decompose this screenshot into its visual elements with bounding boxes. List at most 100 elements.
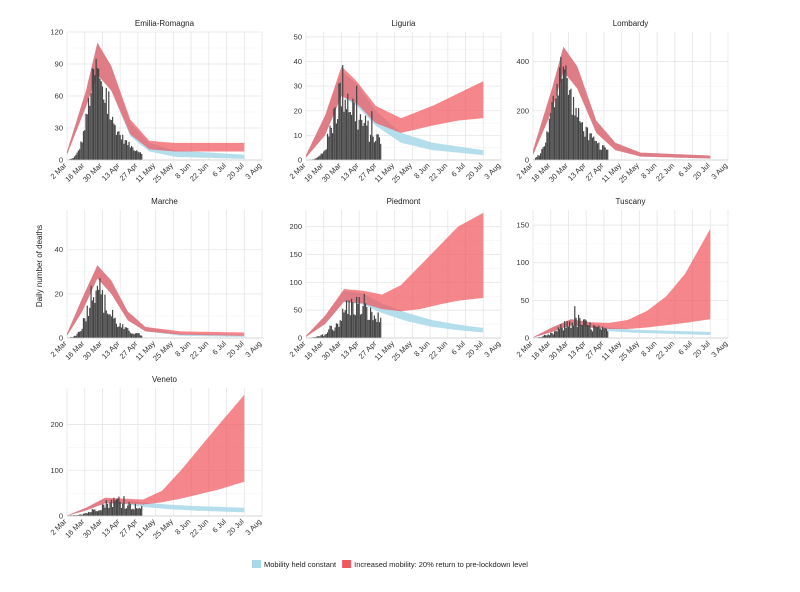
bar: [600, 329, 602, 338]
y-tick-label: 100: [289, 278, 302, 287]
bar: [574, 115, 576, 160]
bar: [90, 93, 92, 160]
bar: [70, 337, 72, 338]
bar: [133, 150, 135, 160]
bar: [369, 134, 372, 160]
bar: [132, 147, 134, 160]
bar: [558, 329, 561, 338]
y-tick-label: 50: [294, 306, 302, 315]
bar: [117, 498, 119, 516]
bar: [345, 109, 348, 160]
x-tick-label: 22 Jun: [427, 161, 449, 183]
bar: [579, 121, 581, 160]
bar: [359, 314, 362, 338]
x-tick-label: 25 May: [151, 517, 175, 541]
bar: [557, 327, 559, 338]
x-tick-label: 25 May: [151, 339, 175, 363]
bar: [133, 334, 135, 338]
x-tick-label: 22 Jun: [654, 161, 676, 183]
bar: [343, 111, 345, 160]
bar: [323, 151, 325, 160]
bar: [334, 327, 336, 338]
y-tick-label: 0: [59, 156, 63, 165]
bar: [602, 145, 604, 160]
bar: [120, 327, 123, 338]
bar: [84, 318, 86, 338]
bar: [607, 331, 609, 338]
bar: [376, 134, 378, 160]
bar: [367, 319, 369, 338]
bar: [595, 327, 597, 338]
bar: [585, 126, 587, 160]
bar: [98, 68, 100, 160]
bar: [605, 149, 608, 160]
x-tick-label: 30 Mar: [81, 161, 104, 184]
bar: [321, 334, 324, 338]
bar: [547, 334, 549, 338]
bar: [574, 306, 576, 338]
bar: [591, 137, 594, 160]
y-tick-label: 90: [55, 60, 63, 69]
x-tick-label: 13 Apr: [566, 339, 588, 361]
bar: [329, 125, 331, 160]
bar: [353, 102, 355, 160]
bar: [347, 313, 349, 338]
bar: [87, 97, 90, 160]
bar: [113, 318, 115, 338]
bar: [545, 142, 547, 160]
y-tick-label: 40: [294, 57, 302, 66]
bar: [555, 98, 557, 160]
bar: [589, 322, 591, 338]
bar: [596, 143, 599, 160]
bar: [114, 125, 116, 160]
bar: [354, 121, 356, 160]
bar: [125, 140, 128, 160]
bar: [335, 323, 337, 338]
bar: [79, 149, 81, 160]
bar: [333, 330, 335, 338]
bar: [99, 78, 101, 160]
bar: [594, 326, 596, 338]
bar: [541, 336, 543, 338]
y-tick-label: 0: [525, 156, 529, 165]
bar: [105, 310, 107, 338]
y-tick-label: 0: [298, 156, 302, 165]
bar: [584, 319, 586, 338]
bar: [354, 315, 356, 338]
bar: [599, 149, 601, 160]
bar: [363, 123, 365, 160]
bar: [590, 329, 592, 338]
bar: [110, 316, 112, 338]
bar: [141, 335, 143, 338]
bar: [125, 508, 128, 516]
y-tick-label: 200: [50, 420, 63, 429]
bar: [79, 331, 81, 338]
bar: [73, 335, 76, 338]
bar: [372, 136, 374, 160]
bar: [81, 142, 83, 160]
y-tick-label: 200: [516, 106, 529, 115]
bar: [136, 150, 138, 160]
y-tick-label: 30: [55, 124, 63, 133]
bar: [130, 333, 133, 338]
legend-swatch: [342, 560, 352, 568]
bar: [141, 154, 143, 160]
bar: [89, 105, 91, 160]
bar: [91, 300, 93, 338]
x-tick-label: 25 May: [617, 161, 641, 185]
grid: [66, 210, 263, 339]
bar: [82, 131, 85, 160]
panel-title: Piedmont: [387, 197, 422, 206]
bar: [86, 114, 88, 160]
bar: [108, 507, 110, 516]
bar: [564, 69, 566, 160]
bar: [127, 145, 129, 160]
x-tick-label: 25 May: [390, 161, 414, 185]
bar: [343, 312, 345, 338]
bar: [122, 503, 124, 516]
bar: [115, 134, 117, 160]
bar: [95, 58, 97, 160]
bar: [586, 324, 589, 338]
bars: [68, 278, 143, 338]
